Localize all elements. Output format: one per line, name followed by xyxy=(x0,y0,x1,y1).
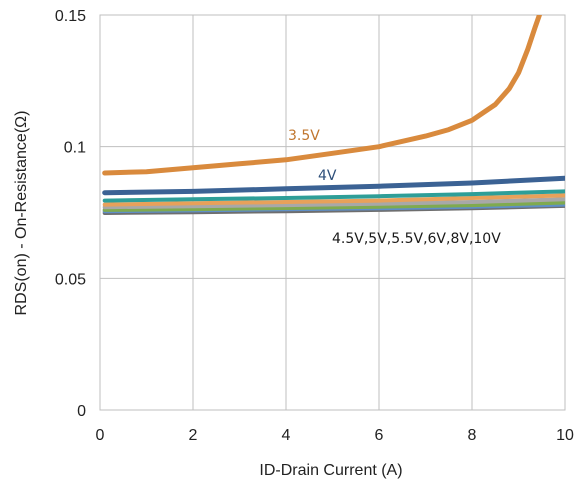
annotation-4v: 4V xyxy=(318,168,337,184)
y-tick-label: 0 xyxy=(77,403,86,420)
y-tick-label: 0.1 xyxy=(64,140,86,157)
y-axis-title: RDS(on) - On-Resistance(Ω) xyxy=(13,111,30,316)
y-tick-label: 0.05 xyxy=(55,271,86,288)
series-line-4v xyxy=(102,175,565,196)
x-tick-label: 6 xyxy=(375,427,384,444)
annotation-3-5v: 3.5V xyxy=(288,128,320,144)
series-line-5-5v xyxy=(102,197,565,210)
x-tick-label: 2 xyxy=(189,427,198,444)
series-line-4-5v xyxy=(102,189,565,203)
annotation-4-5v-to-10v: 4.5V,5V,5.5V,6V,8V,10V xyxy=(332,231,501,247)
x-tick-label: 8 xyxy=(468,427,477,444)
series-layer xyxy=(102,15,565,215)
x-tick-label: 4 xyxy=(282,427,291,444)
y-tick-labels: 0 0.05 0.1 0.15 xyxy=(55,8,86,420)
series-line-5v xyxy=(102,193,565,207)
x-axis-title: ID-Drain Current (A) xyxy=(259,462,402,479)
x-tick-label: 10 xyxy=(556,427,574,444)
x-tick-label: 0 xyxy=(96,427,105,444)
series-line-6v xyxy=(102,200,565,212)
x-tick-labels: 0 2 4 6 8 10 xyxy=(96,427,574,444)
series-line-3-5v xyxy=(102,15,543,176)
y-tick-label: 0.15 xyxy=(55,8,86,25)
plot-frame xyxy=(99,14,566,411)
